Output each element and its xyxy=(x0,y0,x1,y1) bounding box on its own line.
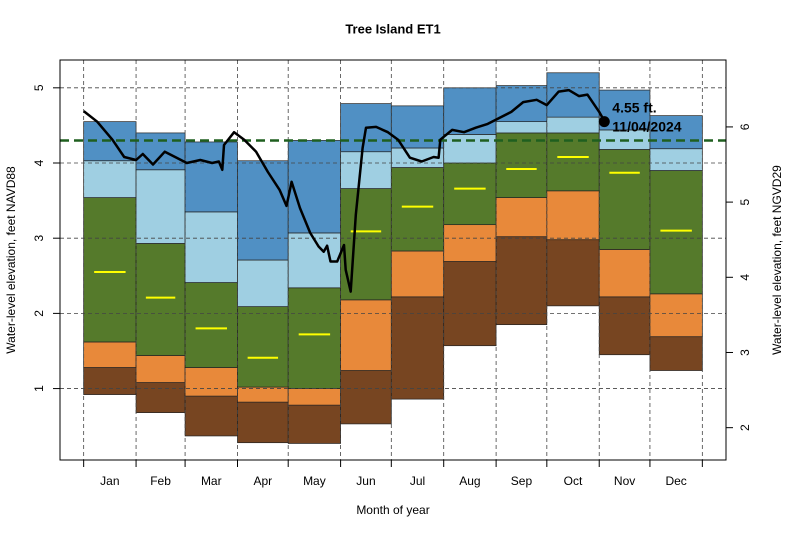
x-tick-label: Jun xyxy=(356,474,375,488)
y2-tick-label: 4 xyxy=(738,274,752,281)
x-tick-label: Nov xyxy=(614,474,635,488)
x-tick-label: Sep xyxy=(511,474,533,488)
percentile-band xyxy=(649,293,703,338)
water-level-line xyxy=(82,88,606,293)
percentile-band xyxy=(135,243,186,356)
percentile-band xyxy=(237,386,289,403)
percentile-band xyxy=(83,160,137,198)
percentile-band xyxy=(340,370,392,425)
percentile-band xyxy=(83,197,137,343)
percentile-band xyxy=(184,211,238,283)
percentile-band xyxy=(237,306,289,388)
percentile-band xyxy=(184,141,238,213)
y-tick-label: 3 xyxy=(32,235,46,242)
x-tick-label: Feb xyxy=(150,474,171,488)
percentile-band xyxy=(495,197,548,238)
y2-tick-label: 2 xyxy=(738,424,752,431)
percentile-band xyxy=(237,401,289,444)
last-point xyxy=(598,116,610,128)
x-tick-label: Dec xyxy=(665,474,686,488)
y2-tick-label: 3 xyxy=(738,349,752,356)
percentile-band xyxy=(237,160,289,261)
percentile-band xyxy=(546,116,600,134)
y-axis-label: Water-level elevation, feet NAVD88 xyxy=(4,166,18,354)
percentile-band xyxy=(443,134,497,164)
x-tick-label: Mar xyxy=(201,474,222,488)
percentile-band xyxy=(443,224,497,262)
percentile-band xyxy=(184,367,238,397)
percentile-band xyxy=(598,249,651,298)
percentile-band xyxy=(598,149,651,250)
percentile-band xyxy=(135,169,186,244)
percentile-band xyxy=(287,140,341,234)
percentile-band xyxy=(390,296,445,400)
chart-title: Tree Island ET1 xyxy=(345,21,440,36)
percentile-band xyxy=(649,336,703,371)
percentile-band xyxy=(287,287,341,389)
percentile-band xyxy=(443,162,497,226)
y2-tick-label: 5 xyxy=(738,198,752,205)
percentile-band xyxy=(546,239,600,307)
x-tick-label: Apr xyxy=(253,474,272,488)
y-tick-label: 2 xyxy=(32,310,46,317)
y-tick-label: 1 xyxy=(32,385,46,392)
percentile-band xyxy=(135,382,186,413)
percentile-band xyxy=(598,296,651,356)
x-tick-label: Jul xyxy=(410,474,425,488)
percentile-band xyxy=(649,115,703,150)
x-tick-label: Oct xyxy=(564,474,583,488)
percentile-band xyxy=(135,132,186,171)
annotation-date: 11/04/2024 xyxy=(612,118,682,134)
plot-frame xyxy=(59,59,727,461)
x-axis-label: Month of year xyxy=(356,503,429,517)
percentile-band xyxy=(495,121,548,134)
percentile-band xyxy=(340,299,392,371)
percentile-band xyxy=(184,395,238,437)
percentile-band xyxy=(649,170,703,295)
percentile-band xyxy=(83,341,137,368)
percentile-band xyxy=(495,132,548,198)
y-tick-label: 4 xyxy=(32,159,46,166)
x-tick-label: Aug xyxy=(459,474,480,488)
percentile-band xyxy=(237,259,289,307)
y2-axis-label: Water-level elevation, feet NGVD29 xyxy=(770,165,784,355)
y-tick-label: 5 xyxy=(32,84,46,91)
percentile-band xyxy=(546,190,600,241)
percentile-band xyxy=(135,355,186,383)
x-tick-label: May xyxy=(303,474,326,488)
percentile-band xyxy=(390,167,445,252)
percentile-band xyxy=(495,236,548,326)
annotation-value: 4.55 ft. xyxy=(612,99,656,115)
percentile-band xyxy=(287,388,341,406)
x-tick-label: Jan xyxy=(100,474,119,488)
percentile-band xyxy=(340,151,392,189)
percentile-band xyxy=(83,367,137,395)
percentile-band xyxy=(649,148,703,171)
percentile-band xyxy=(443,261,497,347)
percentile-band xyxy=(287,404,341,444)
percentile-band xyxy=(443,87,497,135)
percentile-band xyxy=(390,250,445,298)
y2-tick-label: 6 xyxy=(738,123,752,130)
percentile-band xyxy=(184,282,238,368)
